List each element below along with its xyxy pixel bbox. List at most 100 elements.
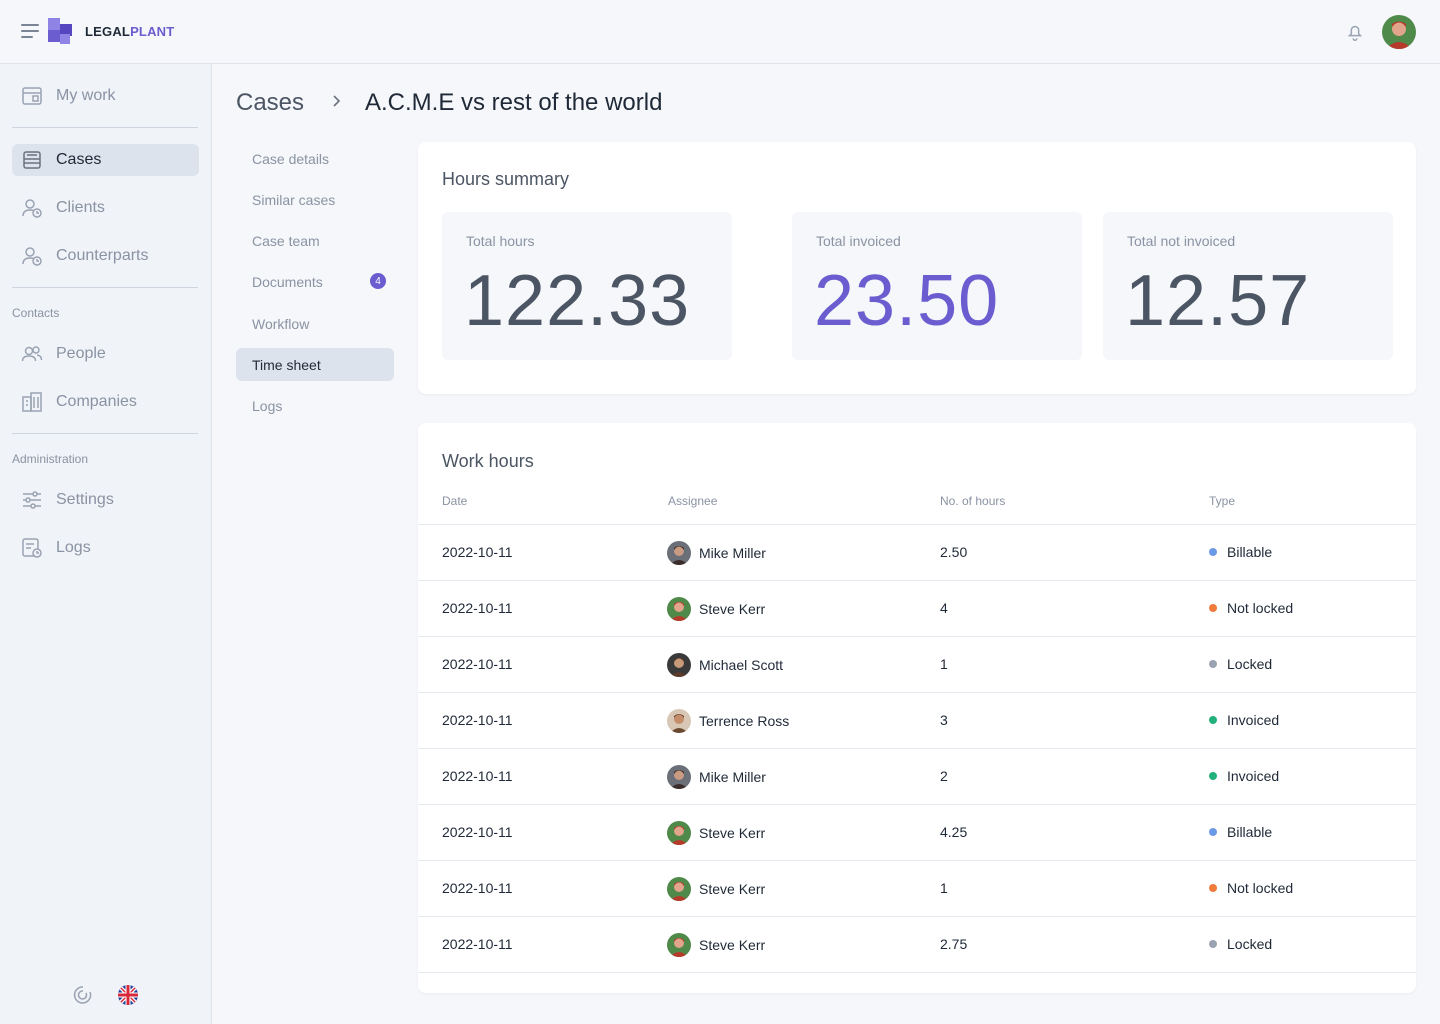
- column-header-assignee[interactable]: Assignee: [668, 494, 718, 508]
- sidebar-item-label: Cases: [56, 151, 102, 168]
- sidebar-item-label: Clients: [56, 199, 105, 216]
- uk-flag-icon[interactable]: [117, 984, 139, 1006]
- table-row[interactable]: 2022-10-11 Steve Kerr 2.75 Locked: [418, 916, 1416, 972]
- sidebar-item-cases[interactable]: Cases: [12, 144, 199, 176]
- stat-label: Total not invoiced: [1127, 233, 1236, 249]
- assignee-avatar: [667, 597, 691, 621]
- sidebar-item-label: Counterparts: [56, 247, 149, 264]
- row-assignee: Steve Kerr: [667, 933, 765, 957]
- subnav-case-team[interactable]: Case team: [252, 232, 320, 249]
- row-hours: 2.50: [940, 544, 968, 560]
- status-dot: [1209, 716, 1217, 724]
- status-dot: [1209, 604, 1217, 612]
- subnav-case-details[interactable]: Case details: [252, 150, 330, 167]
- assignee-avatar: [667, 765, 691, 789]
- documents-count-badge: 4: [370, 273, 386, 289]
- building-icon: [21, 391, 43, 413]
- subnav-documents[interactable]: Documents: [252, 273, 323, 290]
- status-label: Not locked: [1227, 600, 1294, 616]
- page-title: A.C.M.E vs rest of the world: [365, 89, 663, 116]
- table-row[interactable]: 2022-10-11 Terrence Ross 3 Invoiced: [418, 692, 1416, 748]
- total-not-invoiced-stat: Total not invoiced 12.57: [1103, 212, 1393, 360]
- total-invoiced-stat: Total invoiced 23.50: [792, 212, 1082, 360]
- row-hours: 3: [940, 712, 948, 728]
- row-hours: 1: [940, 656, 948, 672]
- stat-label: Total invoiced: [816, 233, 901, 249]
- row-date: 2022-10-11: [442, 544, 513, 560]
- row-type: Billable: [1209, 544, 1272, 560]
- row-assignee: Mike Miller: [667, 541, 766, 565]
- table-row[interactable]: 2022-10-11 Mike Miller 2.50 Billable: [418, 524, 1416, 580]
- calendar-icon: [21, 85, 43, 107]
- status-dot: [1209, 828, 1217, 836]
- row-date: 2022-10-11: [442, 656, 513, 672]
- status-label: Invoiced: [1227, 768, 1280, 784]
- sidebar-item-counterparts[interactable]: Counterparts: [12, 240, 199, 272]
- table-row[interactable]: 2022-10-11 Michael Scott 1 Locked: [418, 636, 1416, 692]
- status-dot: [1209, 940, 1217, 948]
- table-row[interactable]: 2022-10-11 Steve Kerr 1 Not locked: [418, 860, 1416, 916]
- subnav-workflow[interactable]: Workflow: [252, 315, 310, 332]
- column-header-type[interactable]: Type: [1209, 494, 1236, 508]
- table-row[interactable]: 2022-10-11 Steve Kerr 4.25 Billable: [418, 804, 1416, 860]
- status-dot: [1209, 884, 1217, 892]
- assignee-avatar: [667, 877, 691, 901]
- legalplant-logo: [48, 18, 72, 44]
- status-dot: [1209, 660, 1217, 668]
- row-assignee: Mike Miller: [667, 765, 766, 789]
- assignee-avatar: [667, 541, 691, 565]
- log-icon: [21, 537, 43, 559]
- sidebar: My work Cases Clients Counterparts Conta…: [0, 64, 212, 1024]
- spinner-icon[interactable]: [72, 984, 94, 1006]
- row-date: 2022-10-11: [442, 600, 513, 616]
- row-type: Locked: [1209, 656, 1272, 672]
- status-dot: [1209, 772, 1217, 780]
- assignee-name: Terrence Ross: [699, 713, 790, 729]
- sidebar-item-settings[interactable]: Settings: [12, 484, 199, 516]
- row-hours: 4.25: [940, 824, 968, 840]
- subnav-similar-cases[interactable]: Similar cases: [252, 191, 336, 208]
- row-assignee: Steve Kerr: [667, 877, 765, 901]
- sidebar-item-clients[interactable]: Clients: [12, 192, 199, 224]
- sidebar-item-people[interactable]: People: [12, 338, 199, 370]
- column-header-date[interactable]: Date: [442, 494, 468, 508]
- user-avatar[interactable]: [1382, 15, 1416, 49]
- hours-summary-title: Hours summary: [442, 169, 570, 189]
- row-assignee: Terrence Ross: [667, 709, 789, 733]
- bell-icon[interactable]: [1344, 21, 1366, 43]
- status-label: Locked: [1227, 936, 1273, 952]
- sidebar-item-label: People: [56, 345, 106, 362]
- row-date: 2022-10-11: [442, 824, 513, 840]
- table-row[interactable]: 2022-10-11 Steve Kerr 4 Not locked: [418, 580, 1416, 636]
- assignee-name: Mike Miller: [699, 769, 766, 785]
- work-hours-title: Work hours: [442, 451, 534, 471]
- assignee-name: Steve Kerr: [699, 937, 766, 953]
- row-assignee: Steve Kerr: [667, 597, 765, 621]
- brand-name: LEGALPLANT: [85, 24, 175, 39]
- hamburger-icon[interactable]: [21, 24, 39, 40]
- row-hours: 4: [940, 600, 948, 616]
- row-date: 2022-10-11: [442, 712, 513, 728]
- row-date: 2022-10-11: [442, 768, 513, 784]
- sidebar-item-companies[interactable]: Companies: [12, 386, 199, 418]
- assignee-name: Steve Kerr: [699, 601, 766, 617]
- column-header-hours[interactable]: No. of hours: [940, 494, 1006, 508]
- hours-summary-card: Hours summary Total hours 122.33 Total i…: [418, 142, 1416, 394]
- sidebar-item-my-work[interactable]: My work: [12, 80, 199, 112]
- people-icon: [21, 343, 43, 365]
- sidebar-item-label: Logs: [56, 539, 91, 556]
- row-date: 2022-10-11: [442, 936, 513, 952]
- archive-icon: [21, 149, 43, 171]
- subnav-time-sheet[interactable]: Time sheet: [236, 348, 394, 381]
- row-type: Billable: [1209, 824, 1272, 840]
- subnav-logs[interactable]: Logs: [252, 397, 283, 414]
- row-assignee: Michael Scott: [667, 653, 783, 677]
- table-row[interactable]: 2022-10-11 Mike Miller 2 Invoiced: [418, 748, 1416, 804]
- status-label: Billable: [1227, 824, 1273, 840]
- sidebar-item-logs[interactable]: Logs: [12, 532, 199, 564]
- breadcrumb-cases-link[interactable]: Cases: [236, 89, 305, 116]
- status-label: Not locked: [1227, 880, 1294, 896]
- divider: [12, 433, 198, 434]
- work-hours-card: Work hours Date Assignee No. of hours Ty…: [418, 423, 1416, 993]
- sidebar-item-label: Settings: [56, 491, 114, 508]
